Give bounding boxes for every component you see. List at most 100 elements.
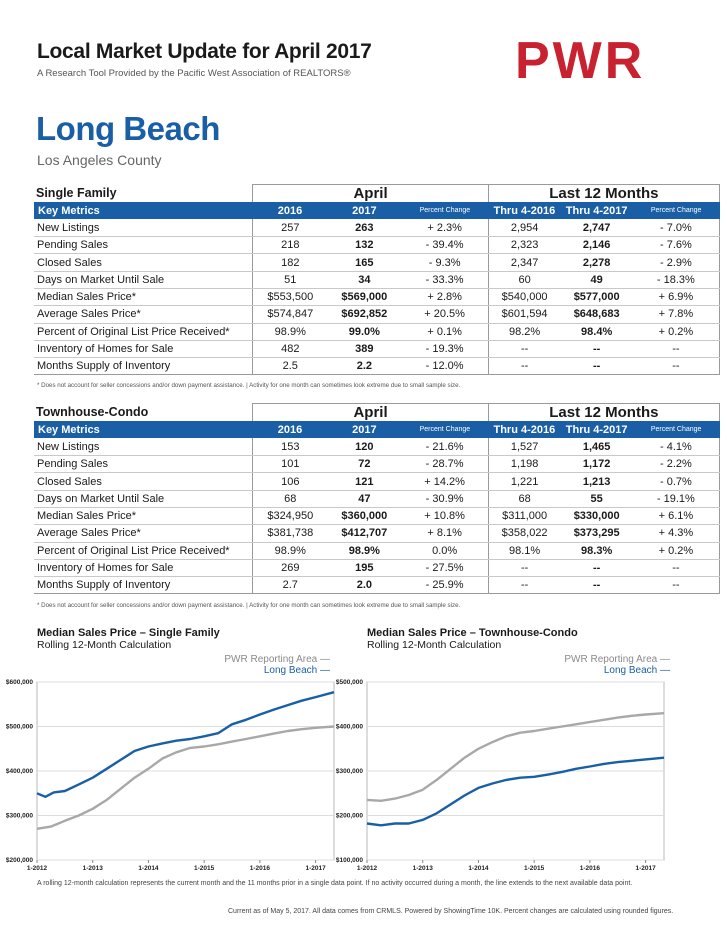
pwr-area-line: [36, 725, 335, 830]
legend-pwr: PWR Reporting Area —: [224, 654, 330, 665]
metric-value: 1,198: [487, 455, 561, 474]
metric-value: + 4.3%: [632, 524, 720, 543]
pwr-logo: PWR: [515, 34, 642, 84]
y-tick-label: $400,000: [6, 768, 33, 775]
metric-value: $553,500: [252, 288, 328, 307]
metric-value: + 20.5%: [401, 305, 489, 324]
metric-label: Pending Sales: [34, 236, 253, 255]
metric-value: 482: [252, 340, 328, 359]
metric-value: --: [560, 357, 633, 376]
y-tick-label: $300,000: [336, 768, 363, 775]
chart-title: Median Sales Price – Single Family: [37, 627, 220, 639]
y-tick-label: $200,000: [336, 813, 363, 820]
table-row: Closed Sales 106 121 + 14.2% 1,221 1,213- 0.7…: [34, 472, 720, 491]
metric-value: 1,213: [560, 472, 633, 491]
metric-value: --: [632, 340, 720, 359]
metric-value: --: [487, 357, 561, 376]
metric-value: 218: [252, 236, 328, 255]
metric-value: 47: [327, 490, 402, 508]
table-row: Average Sales Price* $574,847 $692,852 + 20…: [34, 305, 720, 324]
single-family-table: Single Family April Last 12 Months Key Metr…: [34, 184, 721, 376]
metric-label: Inventory of Homes for Sale: [34, 340, 253, 359]
column-header: 2017: [327, 421, 402, 439]
table-row: Percent of Original List Price Received*…: [34, 323, 720, 341]
y-tick-label: $100,000: [336, 857, 363, 864]
column-header: Thru 4-2017: [560, 421, 633, 439]
metric-value: 2,747: [560, 219, 633, 238]
townhouse-condo-table: Townhouse-Condo April Last 12 Months Key Me…: [34, 403, 721, 595]
metric-value: + 0.1%: [401, 323, 489, 341]
metric-value: 98.9%: [327, 542, 402, 560]
x-tick-label: 1-2014: [138, 865, 159, 872]
townhouse-condo-chart: $100,000 $200,000 $300,000 $400,000 $500,000…: [336, 679, 665, 872]
metric-value: 2,278: [560, 253, 633, 272]
metric-value: --: [632, 576, 720, 595]
metric-value: $577,000: [560, 288, 633, 307]
metric-value: 2,146: [560, 236, 633, 255]
table-row: Months Supply of Inventory 2.5 2.2- 12.0% -…: [34, 357, 720, 376]
metric-value: $692,852: [327, 305, 402, 324]
metric-label: Median Sales Price*: [34, 507, 253, 526]
metric-value: - 28.7%: [401, 455, 489, 474]
metric-value: 1,527: [487, 438, 561, 457]
x-tick-label: 1-2012: [27, 865, 48, 872]
metric-value: - 18.3%: [632, 271, 720, 289]
column-header: Percent Change: [632, 202, 720, 220]
metric-value: 165: [327, 253, 402, 272]
metric-value: + 7.8%: [632, 305, 720, 324]
table-row: Percent of Original List Price Received*…: [34, 542, 720, 560]
metric-value: + 6.9%: [632, 288, 720, 307]
metric-label: Inventory of Homes for Sale: [34, 559, 253, 578]
metric-value: - 2.2%: [632, 455, 720, 474]
section-title: Townhouse-Condo: [36, 405, 149, 420]
metric-value: 2.7: [252, 576, 328, 595]
metric-value: + 0.2%: [632, 542, 720, 560]
metric-label: Percent of Original List Price Received*: [34, 323, 253, 341]
table-row: Pending Sales 101 72- 28.7% 1,198 1,172- 2.2…: [34, 455, 720, 474]
metric-label: Months Supply of Inventory: [34, 576, 253, 595]
metric-value: 1,465: [560, 438, 633, 457]
metric-value: $574,847: [252, 305, 328, 324]
metric-label: Days on Market Until Sale: [34, 490, 253, 508]
metric-value: 98.3%: [560, 542, 633, 560]
metric-value: - 4.1%: [632, 438, 720, 457]
metric-value: 2,323: [487, 236, 561, 255]
metric-value: - 27.5%: [401, 559, 489, 578]
metric-value: 1,221: [487, 472, 561, 491]
column-header: 2016: [252, 421, 328, 439]
metric-value: $360,000: [327, 507, 402, 526]
metric-value: --: [487, 576, 561, 595]
table-row: Median Sales Price* $324,950 $360,000 + 10.…: [34, 507, 720, 526]
metric-value: $311,000: [487, 507, 561, 526]
metric-value: - 7.0%: [632, 219, 720, 238]
table-row: Days on Market Until Sale 51 34- 33.3% 60 49…: [34, 271, 720, 289]
y-tick-label: $500,000: [6, 724, 33, 731]
metric-value: --: [560, 576, 633, 595]
metric-value: - 12.0%: [401, 357, 489, 376]
metric-value: 1,172: [560, 455, 633, 474]
column-header: Thru 4-2017: [560, 202, 633, 220]
metric-value: - 30.9%: [401, 490, 489, 508]
metric-value: - 9.3%: [401, 253, 489, 272]
y-tick-label: $600,000: [6, 679, 33, 686]
metric-value: 34: [327, 271, 402, 289]
metric-value: 101: [252, 455, 328, 474]
metric-value: 98.9%: [252, 323, 328, 341]
legend-long-beach: Long Beach —: [263, 665, 330, 676]
column-header: Thru 4-2016: [488, 202, 561, 220]
city-name: Long Beach: [36, 110, 220, 147]
metric-value: - 2.9%: [632, 253, 720, 272]
x-tick-label: 1-2013: [83, 865, 104, 872]
metric-value: 98.9%: [252, 542, 328, 560]
metric-value: 106: [252, 472, 328, 491]
metric-label: Days on Market Until Sale: [34, 271, 253, 289]
column-header: 2016: [252, 202, 328, 220]
column-header: Percent Change: [401, 421, 489, 439]
metric-value: 98.1%: [487, 542, 561, 560]
metric-value: 98.4%: [560, 323, 633, 341]
metric-value: + 8.1%: [401, 524, 489, 543]
column-header: Thru 4-2016: [488, 421, 561, 439]
report-title: Local Market Update for April 2017: [37, 40, 372, 63]
metric-value: 182: [252, 253, 328, 272]
metric-value: - 19.3%: [401, 340, 489, 359]
